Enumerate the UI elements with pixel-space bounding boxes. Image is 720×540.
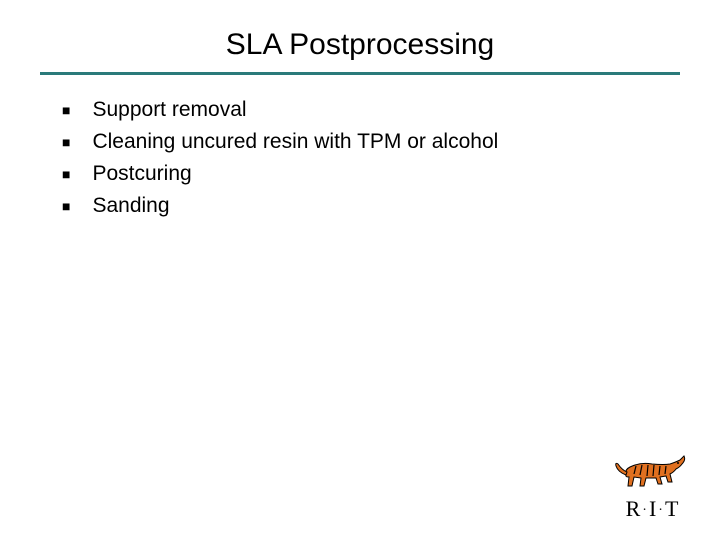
bullet-marker-icon: ■ <box>62 161 70 187</box>
list-item: ■ Cleaning uncured resin with TPM or alc… <box>62 129 680 155</box>
rit-logo: R·I·T <box>612 452 692 522</box>
bullet-text: Support removal <box>92 97 246 123</box>
slide-title: SLA Postprocessing <box>40 28 680 62</box>
list-item: ■ Sanding <box>62 193 680 219</box>
bullet-marker-icon: ■ <box>62 129 70 155</box>
bullet-list: ■ Support removal ■ Cleaning uncured res… <box>40 97 680 219</box>
slide-container: SLA Postprocessing ■ Support removal ■ C… <box>0 0 720 540</box>
logo-letter-t: T <box>665 496 678 521</box>
logo-dot: · <box>640 503 649 518</box>
logo-letter-r: R <box>626 496 641 521</box>
bullet-marker-icon: ■ <box>62 193 70 219</box>
tiger-icon <box>612 452 692 494</box>
bullet-text: Cleaning uncured resin with TPM or alcoh… <box>92 129 498 155</box>
bullet-text: Postcuring <box>92 161 191 187</box>
title-divider <box>40 72 680 75</box>
logo-dot: · <box>656 503 665 518</box>
list-item: ■ Postcuring <box>62 161 680 187</box>
bullet-marker-icon: ■ <box>62 97 70 123</box>
list-item: ■ Support removal <box>62 97 680 123</box>
logo-text: R·I·T <box>612 496 692 522</box>
bullet-text: Sanding <box>92 193 169 219</box>
